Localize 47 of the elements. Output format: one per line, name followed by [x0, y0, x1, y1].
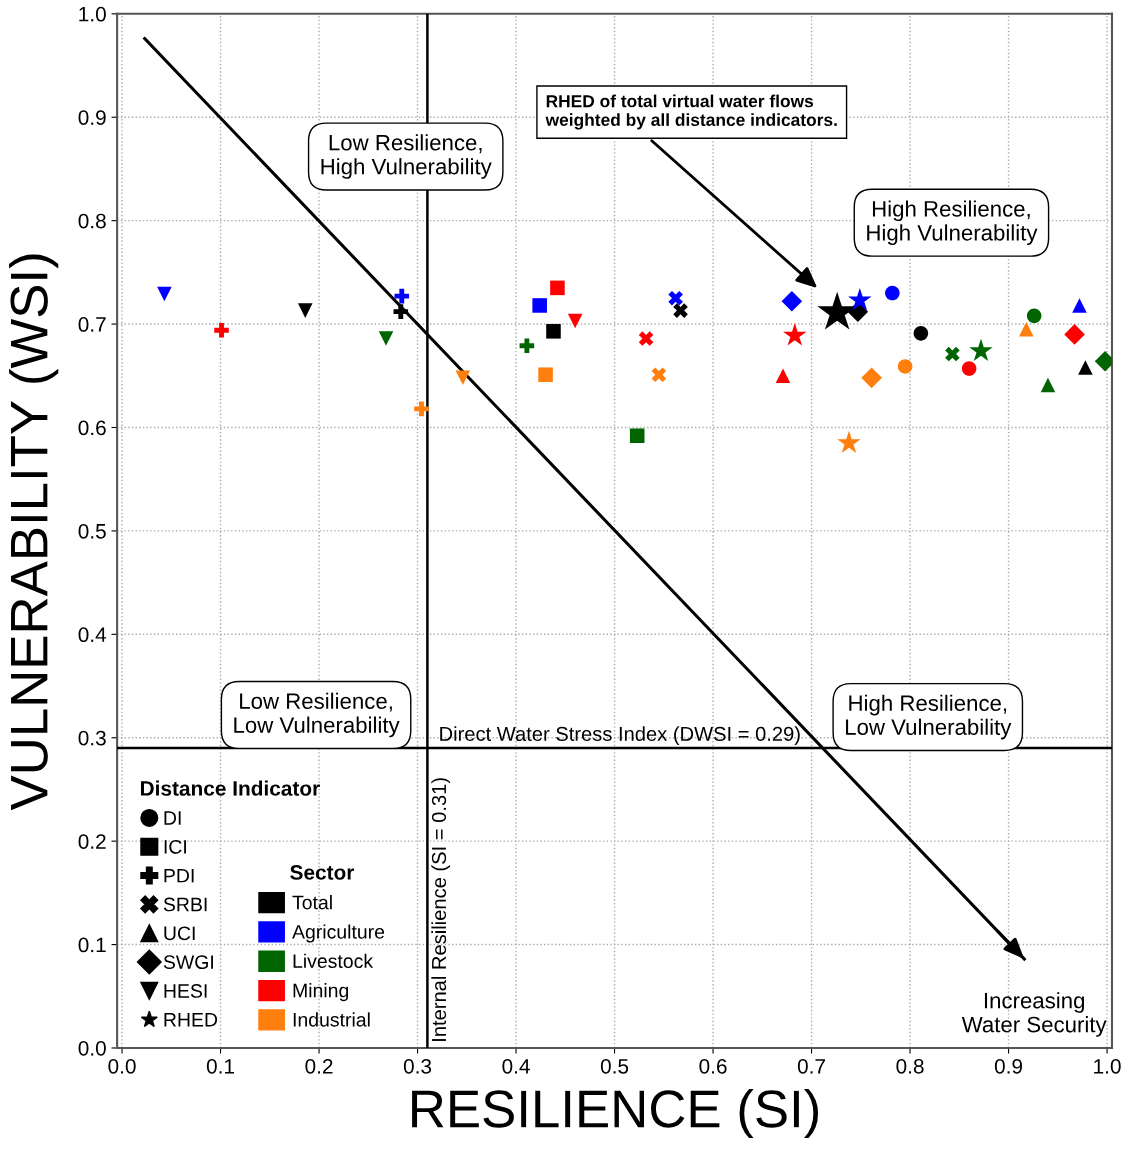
y-tick-label: 0.6: [78, 420, 106, 436]
x-tick-label: 0.8: [896, 1058, 924, 1074]
legend-label: Agriculture: [292, 924, 385, 943]
y-tick-label: 0.9: [78, 110, 106, 125]
annotation: Increasing Water Security: [961, 992, 1107, 1037]
x-tick-label: 0.2: [305, 1058, 333, 1074]
legend-label: RHED: [164, 1013, 218, 1027]
y-tick-label: 1.0: [79, 6, 106, 22]
y-tick-label: 0.4: [78, 627, 107, 643]
text: Sector: [290, 865, 355, 880]
x-axis-title: RESILIENCE (SI): [412, 1088, 819, 1139]
legend-label: DI: [164, 811, 181, 825]
x-tick-label: 0.0: [108, 1058, 136, 1074]
ref-line-label: Direct Water Stress Index (DWSI = 0.29): [440, 726, 800, 745]
y-tick-label: 0.0: [78, 1040, 106, 1056]
annotation: High Resilience, High Vulnerability: [867, 200, 1038, 246]
annotation: Low Resilience, High Vulnerability: [321, 134, 492, 179]
legend-label: UCI: [164, 926, 195, 941]
y-tick-label: 0.8: [78, 213, 106, 229]
y-tick-label: 0.5: [78, 523, 106, 539]
legend-label: SRBI: [163, 897, 207, 912]
y-tick-label: 0.7: [78, 317, 106, 332]
legend-label: SWGI: [163, 955, 213, 969]
text: Distance Indicator: [140, 780, 320, 796]
x-tick-label: 0.1: [206, 1058, 234, 1074]
x-tick-label: 0.3: [403, 1058, 432, 1074]
x-tick-label: 0.5: [600, 1058, 629, 1074]
legend-label: Total: [292, 895, 332, 910]
y-tick-label: 0.2: [78, 834, 106, 849]
x-tick-label: 0.6: [699, 1058, 727, 1074]
legend-label: Mining: [293, 983, 349, 1002]
x-tick-label: 0.4: [502, 1058, 530, 1074]
x-tick-label: 1.0: [1094, 1058, 1121, 1074]
annotation: High Resilience, Low Vulnerability: [846, 694, 1012, 740]
y-tick-label: 0.1: [78, 937, 106, 953]
legend-label: HESI: [164, 984, 207, 998]
legend-label: Livestock: [293, 953, 374, 969]
y-axis-title: VULNERABILITY (WSI): [9, 254, 59, 811]
legend-label: ICI: [164, 839, 186, 854]
x-tick-label: 0.9: [994, 1058, 1023, 1074]
annotation: Low Resilience, Low Vulnerability: [234, 692, 400, 738]
x-tick-label: 0.7: [797, 1058, 825, 1074]
ref-line-label: Internal Resilience (SI = 0.31): [431, 778, 451, 1041]
annotation: RHED of total virtual water flows weighted by all distance indicators.: [545, 94, 837, 130]
legend-label: PDI: [164, 868, 194, 883]
y-tick-label: 0.3: [78, 730, 106, 746]
legend-label: Industrial: [293, 1012, 370, 1027]
